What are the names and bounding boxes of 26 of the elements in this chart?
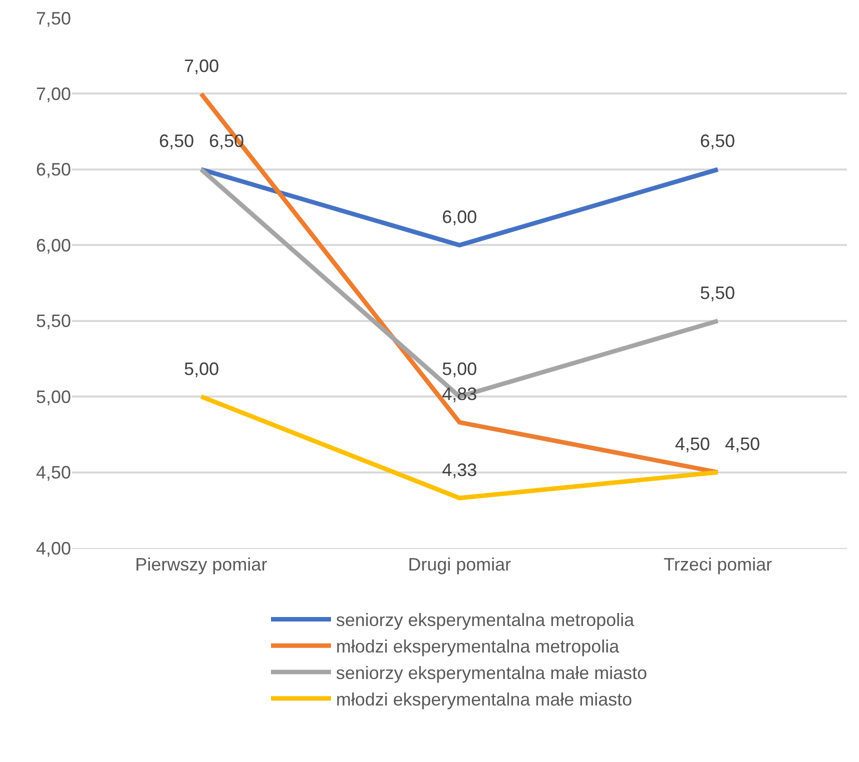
y-tick-label: 7,50: [36, 8, 71, 28]
legend-label: młodzi eksperymentalna małe miasto: [336, 689, 632, 710]
x-tick-label: Trzeci pomiar: [664, 554, 772, 575]
data-label: 5,50: [700, 283, 736, 303]
y-tick-label: 4,50: [36, 462, 71, 483]
data-label: 6,00: [442, 207, 478, 227]
y-tick-label: 6,00: [36, 235, 71, 256]
data-label: 4,50: [675, 434, 710, 454]
legend-label: seniorzy eksperymentalna małe miasto: [336, 663, 648, 684]
data-label: 4,50: [725, 434, 760, 454]
data-label: 5,00: [442, 359, 478, 379]
data-label: 7,00: [184, 56, 220, 76]
data-label: 6,50: [159, 131, 194, 151]
data-label: 6,50: [700, 131, 736, 151]
y-tick-label: 6,50: [36, 160, 71, 180]
data-label: 4,33: [442, 460, 478, 480]
y-tick-label: 5,00: [36, 386, 71, 407]
x-tick-label: Pierwszy pomiar: [135, 554, 268, 575]
legend-label: seniorzy eksperymentalna metropolia: [336, 610, 636, 630]
x-tick-label: Drugi pomiar: [408, 554, 512, 575]
y-tick-label: 5,50: [36, 311, 71, 332]
data-label: 4,83: [442, 384, 478, 404]
data-label: 5,00: [184, 359, 220, 379]
legend-label: młodzi eksperymentalna metropolia: [336, 636, 620, 657]
y-tick-label: 7,00: [36, 84, 71, 104]
y-tick-label: 4,00: [36, 538, 71, 558]
